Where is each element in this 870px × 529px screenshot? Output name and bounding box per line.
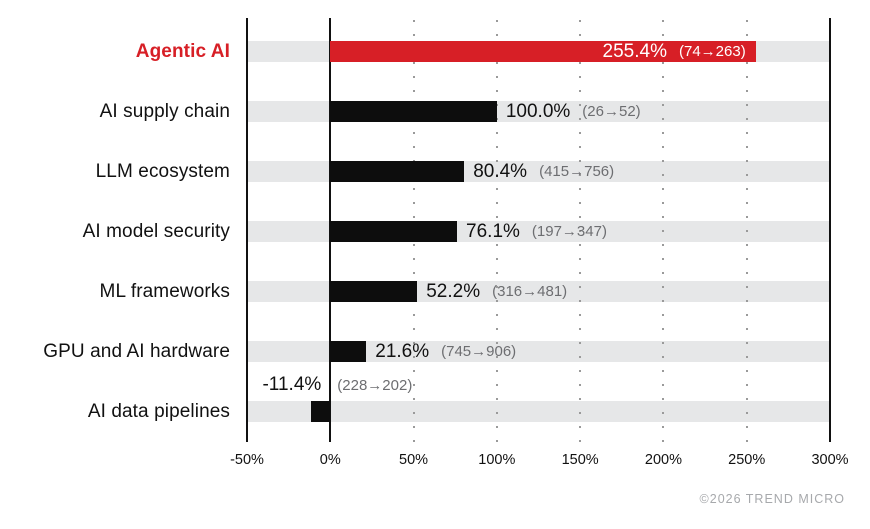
x-tick-label-50pct: 50% (399, 452, 429, 468)
axis-line--50pct (246, 18, 248, 442)
category-label-ai-supply-chain: AI supply chain (99, 100, 230, 122)
value-percent: 52.2% (426, 280, 481, 302)
x-tick-label-200pct: 200% (644, 452, 682, 468)
x-tick-label-100pct: 100% (478, 452, 516, 468)
value-percent: 255.4% (602, 40, 667, 62)
bar-agentic-ai (330, 41, 756, 62)
value-label-gpu-and-ai-hardware: 21.6% (745→906) (375, 341, 516, 362)
bar-ml-frameworks (330, 281, 418, 302)
value-range: (197→347) (531, 223, 607, 240)
value-label-llm-ecosystem: 80.4% (415→756) (473, 161, 614, 182)
gridline-250pct (745, 20, 748, 442)
value-percent: 80.4% (473, 160, 528, 182)
category-label-ai-data-pipelines: AI data pipelines (87, 400, 230, 422)
value-range: (26→52) (582, 103, 641, 120)
bar-ai-model-security (330, 221, 458, 242)
gridline-100pct (495, 20, 498, 442)
value-range: (228→202) (337, 376, 413, 394)
category-label-gpu-and-ai-hardware: GPU and AI hardware (43, 340, 230, 362)
value-label-ai-data-pipelines: -11.4% (0, 372, 321, 398)
value-label-ai-model-security: 76.1% (197→347) (466, 221, 607, 242)
category-label-agentic-ai: Agentic AI (135, 40, 230, 62)
row-band-gpu-and-ai-hardware (247, 341, 830, 362)
value-range: (745→906) (441, 343, 517, 360)
bar-ai-data-pipelines (311, 401, 331, 422)
value-label-agentic-ai: 255.4% (74→263) (330, 40, 746, 62)
category-label-ai-model-security: AI model security (82, 220, 230, 242)
value-range: (316→481) (492, 283, 568, 300)
x-tick-label-300pct: 300% (811, 452, 849, 468)
x-tick-label-150pct: 150% (561, 452, 599, 468)
footer-credit: ©2026 TREND MICRO (699, 492, 845, 506)
range-label-ai-data-pipelines: (228→202) (337, 372, 412, 398)
value-range: (415→756) (539, 163, 615, 180)
gridline-150pct (579, 20, 582, 442)
x-tick-label--50pct: -50% (230, 452, 264, 468)
category-label-ml-frameworks: ML frameworks (99, 280, 230, 302)
value-percent: -11.4% (262, 374, 322, 395)
bar-gpu-and-ai-hardware (330, 341, 367, 362)
x-tick-label-0pct: 0% (319, 452, 341, 468)
value-label-ml-frameworks: 52.2% (316→481) (426, 281, 567, 302)
gridline-200pct (662, 20, 665, 442)
value-percent: 21.6% (375, 340, 430, 362)
category-label-llm-ecosystem: LLM ecosystem (95, 160, 230, 182)
value-percent: 76.1% (466, 220, 520, 242)
value-range: (74→263) (679, 43, 746, 60)
x-tick-label-250pct: 250% (728, 452, 766, 468)
row-band-ai-data-pipelines (247, 401, 830, 422)
axis-line-300pct (829, 18, 831, 442)
bar-ai-supply-chain (330, 101, 497, 122)
value-percent: 100.0% (505, 100, 571, 122)
value-label-ai-supply-chain: 100.0% (26→52) (506, 101, 641, 122)
bar-llm-ecosystem (330, 161, 465, 182)
